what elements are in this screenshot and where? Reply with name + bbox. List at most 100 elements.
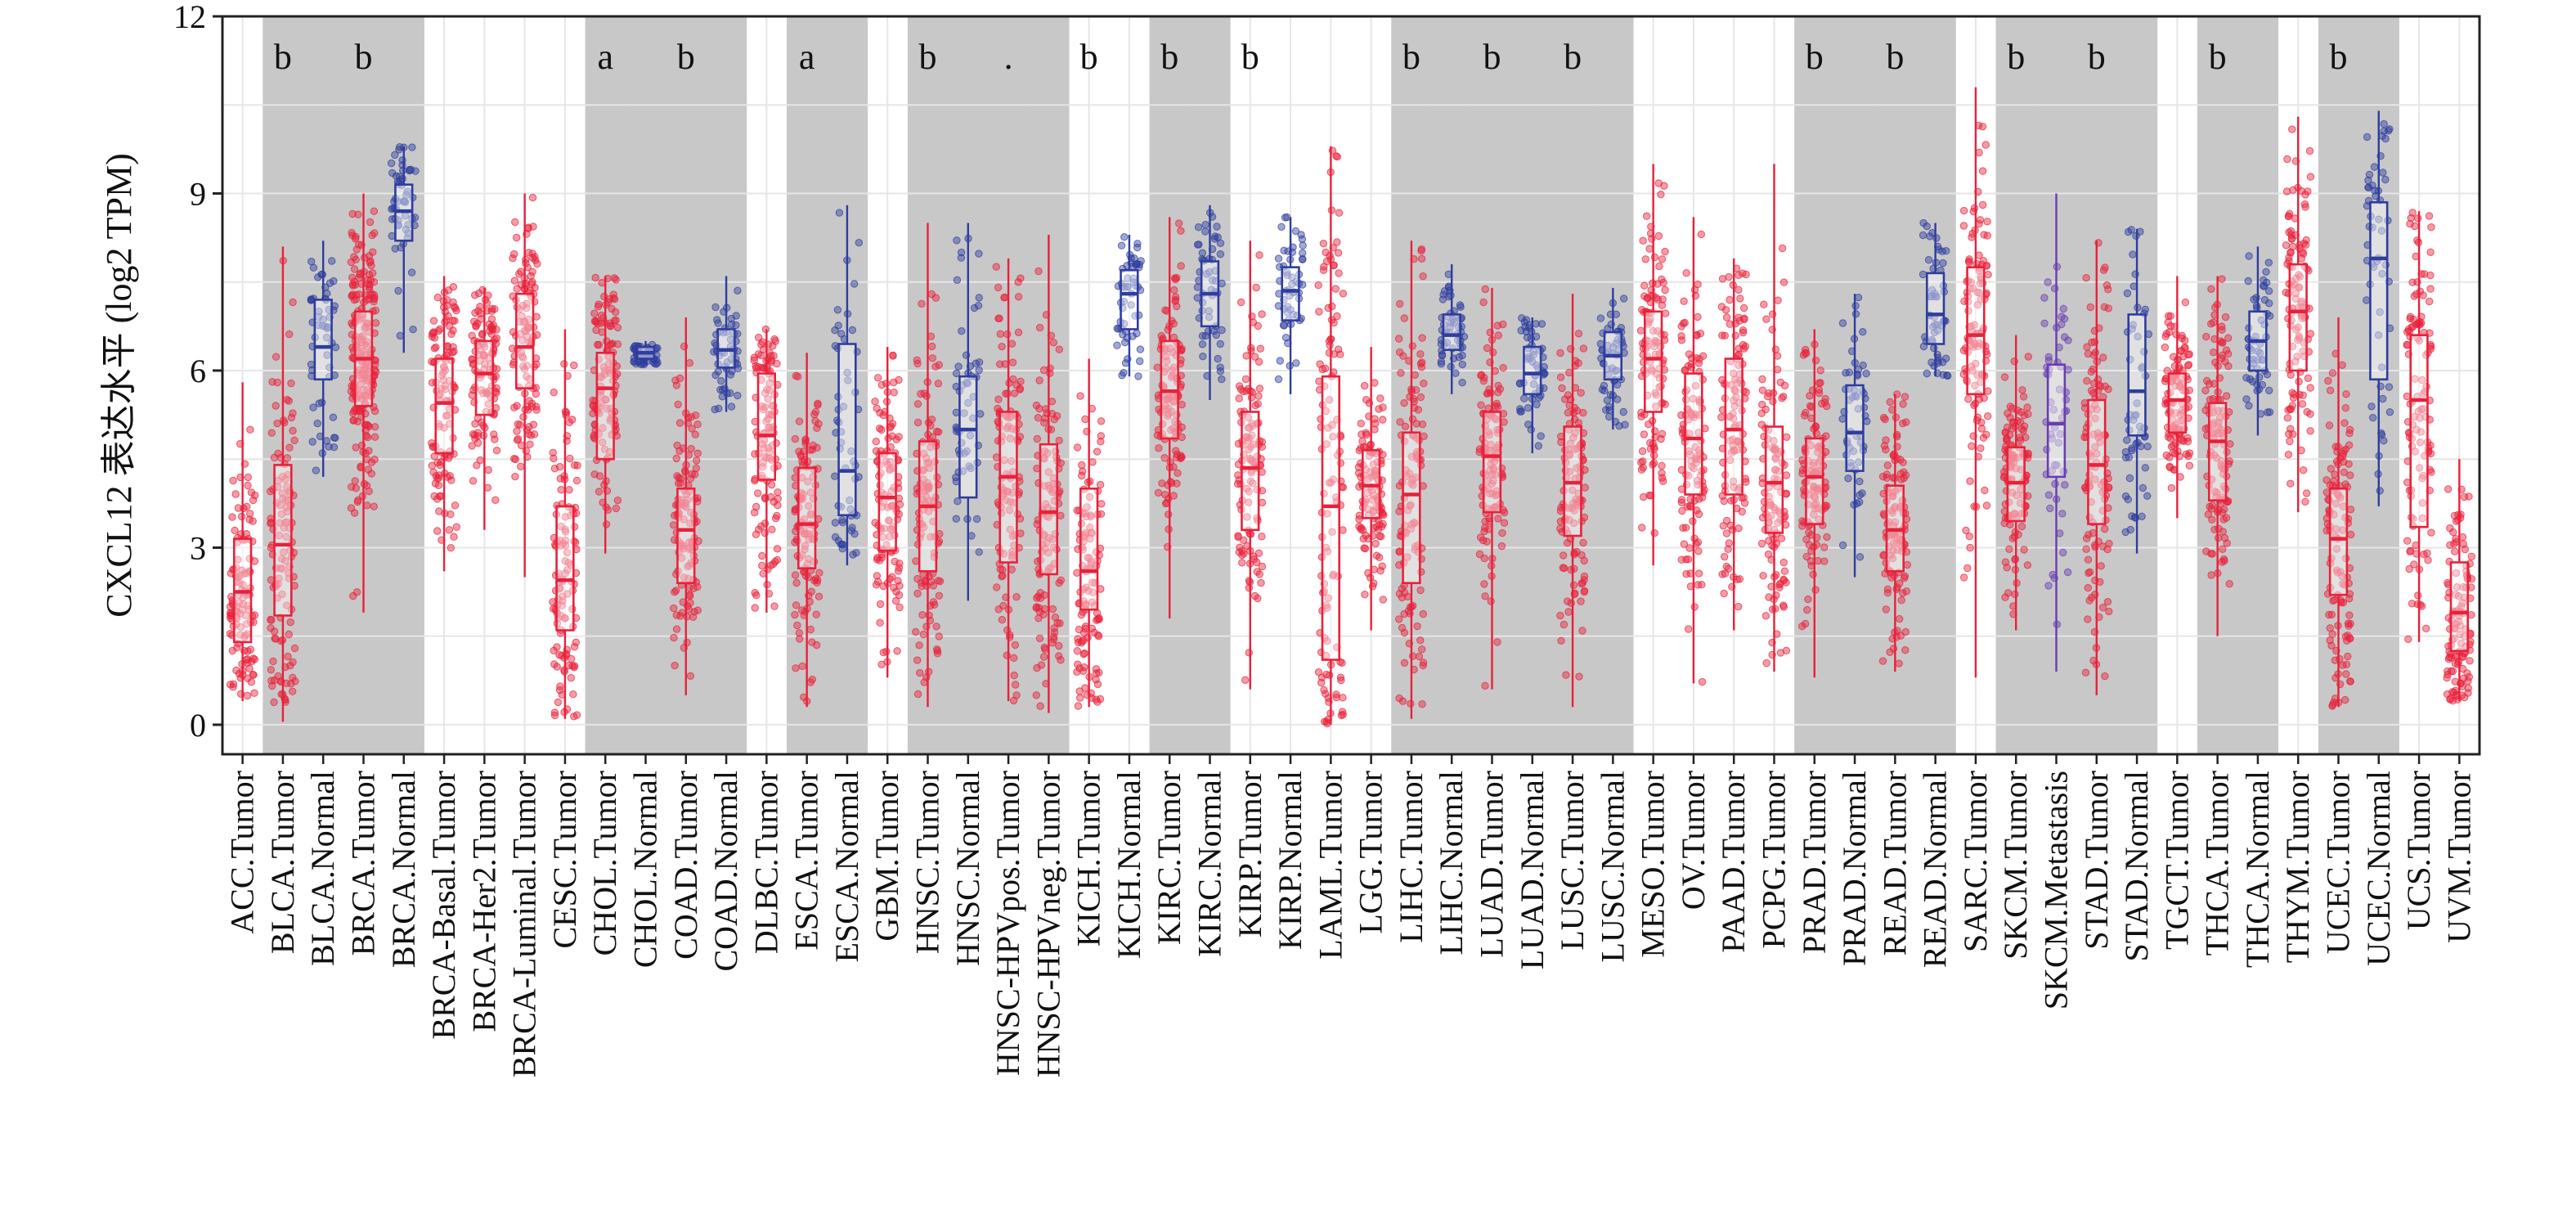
data-point xyxy=(711,406,718,412)
data-point xyxy=(1976,221,1982,227)
data-point xyxy=(1334,154,1340,160)
data-point xyxy=(2104,599,2111,605)
data-point xyxy=(933,623,940,630)
data-point xyxy=(356,241,362,248)
data-point xyxy=(1041,644,1048,650)
data-point xyxy=(269,379,276,385)
data-point xyxy=(1012,681,1019,688)
shade-column xyxy=(1915,16,1956,754)
data-point xyxy=(1420,610,1426,617)
data-point xyxy=(1255,393,1262,399)
data-point xyxy=(1396,508,1402,515)
data-point xyxy=(671,662,678,668)
data-point xyxy=(288,414,294,420)
data-point xyxy=(1780,279,1787,286)
data-point xyxy=(1644,295,1650,301)
data-point xyxy=(1093,617,1100,623)
data-point xyxy=(272,402,279,409)
data-point xyxy=(1334,312,1340,319)
data-point xyxy=(397,332,403,339)
data-point xyxy=(1691,604,1698,610)
data-point xyxy=(733,312,739,319)
data-point xyxy=(1121,234,1128,241)
data-point xyxy=(1355,470,1362,476)
data-point xyxy=(772,558,779,564)
data-point xyxy=(1056,579,1062,586)
data-point xyxy=(1258,579,1264,586)
data-point xyxy=(431,345,438,352)
data-point xyxy=(914,419,921,425)
data-point xyxy=(1681,366,1688,373)
data-point xyxy=(1036,377,1043,384)
data-point xyxy=(1804,606,1811,613)
data-point xyxy=(686,584,693,591)
data-point xyxy=(1883,447,1889,453)
data-point xyxy=(1135,373,1142,380)
data-point xyxy=(1397,300,1403,307)
data-point xyxy=(1662,286,1668,293)
data-point xyxy=(1416,653,1422,659)
data-point xyxy=(2163,330,2170,337)
data-point xyxy=(1726,273,1732,280)
data-point xyxy=(2000,474,2007,481)
data-point xyxy=(1883,606,1889,613)
data-point xyxy=(1658,256,1665,263)
data-point xyxy=(1481,528,1488,534)
data-point xyxy=(1902,647,1909,654)
data-point xyxy=(1056,346,1062,353)
data-point xyxy=(1245,650,1252,656)
data-point xyxy=(813,611,819,618)
data-point xyxy=(1963,527,1969,533)
data-point xyxy=(1476,551,1483,557)
data-point xyxy=(695,537,702,544)
data-point xyxy=(2045,492,2052,498)
data-point xyxy=(1815,380,1822,386)
data-point xyxy=(1537,433,1544,439)
data-point xyxy=(1759,375,1766,382)
data-point xyxy=(1524,405,1531,411)
data-point xyxy=(566,487,572,493)
data-point xyxy=(1036,324,1043,330)
data-point xyxy=(591,317,598,324)
data-point xyxy=(2138,513,2145,519)
data-point xyxy=(1242,677,1249,683)
data-point xyxy=(1810,571,1816,578)
data-point xyxy=(691,609,698,615)
data-point xyxy=(1641,282,1648,289)
data-point xyxy=(1242,375,1249,382)
data-point xyxy=(923,623,930,630)
data-point xyxy=(274,420,280,426)
data-point xyxy=(1398,624,1405,631)
data-point xyxy=(1900,420,1906,426)
data-point xyxy=(1282,335,1289,341)
data-point xyxy=(447,545,454,551)
data-point xyxy=(1927,233,1933,240)
data-point xyxy=(715,368,721,375)
data-point xyxy=(1685,626,1692,632)
data-point xyxy=(247,426,254,433)
data-point xyxy=(1622,421,1628,428)
data-point xyxy=(2049,571,2056,578)
data-point xyxy=(1202,222,1209,228)
data-point xyxy=(1212,233,1218,240)
data-point xyxy=(1097,418,1104,425)
data-point xyxy=(1077,695,1084,701)
data-point xyxy=(1326,342,1333,348)
data-point xyxy=(406,168,413,174)
data-point xyxy=(1257,345,1263,352)
data-point xyxy=(759,552,765,559)
data-point xyxy=(493,447,500,454)
data-point xyxy=(1662,310,1668,317)
data-point xyxy=(932,363,939,370)
data-point xyxy=(1735,603,1742,609)
data-point xyxy=(929,343,936,349)
data-point xyxy=(917,669,923,676)
data-point xyxy=(2062,482,2068,488)
data-point xyxy=(812,576,819,582)
data-point xyxy=(2139,484,2146,491)
data-point xyxy=(1338,712,1344,718)
data-point xyxy=(251,558,258,564)
data-point xyxy=(603,521,609,528)
data-point xyxy=(1075,703,1081,709)
